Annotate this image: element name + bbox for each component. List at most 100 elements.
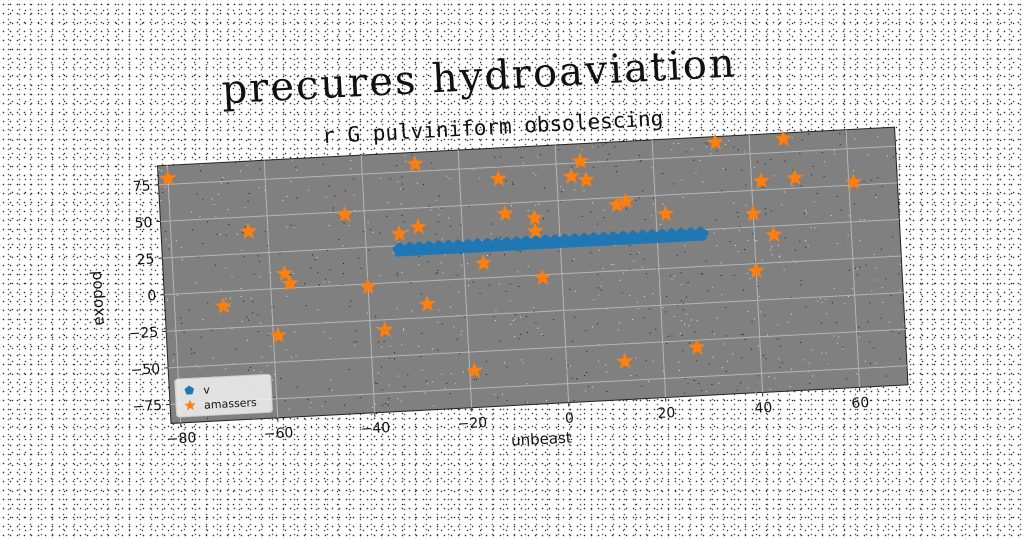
noise-dot bbox=[836, 322, 837, 323]
noise-dot bbox=[264, 190, 265, 191]
noise-dot bbox=[440, 262, 441, 263]
noise-dot bbox=[848, 296, 849, 297]
noise-dot bbox=[795, 250, 796, 251]
noise-dot bbox=[653, 361, 654, 362]
noise-dot bbox=[875, 363, 876, 364]
noise-dot bbox=[535, 205, 536, 206]
noise-dot bbox=[576, 378, 577, 379]
noise-dot bbox=[866, 264, 867, 265]
noise-dot bbox=[407, 230, 408, 231]
noise-dot bbox=[603, 209, 604, 210]
noise-dot bbox=[404, 386, 405, 387]
noise-dot bbox=[585, 330, 586, 331]
noise-dot bbox=[512, 182, 513, 183]
noise-dot bbox=[697, 320, 698, 321]
x-tick-label: 0 bbox=[565, 410, 575, 426]
noise-dot bbox=[717, 318, 718, 319]
noise-dot bbox=[211, 330, 212, 331]
noise-dot bbox=[837, 243, 838, 244]
noise-dot bbox=[510, 283, 511, 284]
y-tick-label: 25 bbox=[136, 251, 155, 268]
noise-dot bbox=[733, 202, 734, 203]
noise-dot bbox=[826, 313, 827, 314]
noise-dot bbox=[221, 183, 222, 184]
noise-dot bbox=[889, 322, 890, 323]
noise-dot bbox=[716, 219, 717, 220]
noise-dot bbox=[459, 353, 460, 354]
noise-dot bbox=[401, 204, 402, 205]
noise-dot bbox=[397, 181, 398, 182]
noise-dot bbox=[248, 320, 249, 321]
noise-dot bbox=[567, 365, 568, 366]
noise-dot bbox=[571, 377, 572, 378]
noise-dot bbox=[267, 334, 268, 335]
noise-dot bbox=[437, 270, 438, 271]
noise-dot bbox=[245, 226, 246, 227]
noise-dot bbox=[824, 161, 825, 162]
noise-dot bbox=[633, 260, 634, 261]
noise-dot bbox=[723, 168, 724, 169]
noise-dot bbox=[442, 324, 443, 325]
noise-dot bbox=[644, 317, 645, 318]
noise-dot bbox=[518, 286, 519, 287]
noise-dot bbox=[822, 302, 823, 303]
noise-dot bbox=[626, 208, 627, 209]
noise-dot bbox=[735, 245, 736, 246]
noise-dot bbox=[199, 216, 200, 217]
noise-dot bbox=[324, 332, 325, 333]
noise-dot bbox=[461, 265, 462, 266]
noise-dot bbox=[605, 364, 606, 365]
noise-dot bbox=[808, 134, 809, 135]
noise-dot bbox=[389, 385, 390, 386]
noise-dot bbox=[228, 209, 229, 210]
noise-dot bbox=[806, 213, 807, 214]
noise-dot bbox=[671, 279, 672, 280]
noise-dot bbox=[435, 273, 436, 274]
noise-dot bbox=[765, 164, 766, 165]
noise-dot bbox=[390, 346, 391, 347]
noise-dot bbox=[898, 273, 899, 274]
noise-dot bbox=[876, 197, 877, 198]
noise-dot bbox=[418, 264, 419, 265]
noise-dot bbox=[213, 376, 214, 377]
noise-dot bbox=[766, 358, 767, 359]
noise-dot bbox=[315, 259, 316, 260]
noise-dot bbox=[290, 274, 291, 275]
noise-dot bbox=[422, 370, 423, 371]
noise-dot bbox=[343, 245, 344, 246]
noise-dot bbox=[325, 279, 326, 280]
noise-dot bbox=[317, 257, 318, 258]
y-tick-label: −25 bbox=[128, 325, 158, 343]
noise-dot bbox=[712, 331, 713, 332]
noise-dot bbox=[814, 227, 815, 228]
noise-dot bbox=[821, 323, 822, 324]
noise-dot bbox=[706, 391, 707, 392]
noise-dot bbox=[450, 393, 451, 394]
noise-dot bbox=[201, 337, 202, 338]
noise-dot bbox=[816, 193, 817, 194]
noise-dot bbox=[515, 319, 516, 320]
noise-dot bbox=[201, 164, 202, 165]
noise-dot bbox=[520, 316, 521, 317]
noise-dot bbox=[358, 258, 359, 259]
noise-dot bbox=[845, 133, 846, 134]
noise-dot bbox=[199, 368, 200, 369]
noise-dot bbox=[292, 160, 293, 161]
noise-dot bbox=[382, 405, 383, 406]
noise-dot bbox=[812, 375, 813, 376]
noise-dot bbox=[737, 212, 738, 213]
noise-dot bbox=[809, 363, 810, 364]
noise-dot bbox=[824, 176, 825, 177]
noise-dot bbox=[800, 342, 801, 343]
noise-dot bbox=[637, 253, 638, 254]
noise-dot bbox=[507, 366, 508, 367]
noise-dot bbox=[537, 328, 538, 329]
noise-dot bbox=[728, 140, 729, 141]
noise-dot bbox=[716, 245, 717, 246]
noise-dot bbox=[225, 298, 226, 299]
noise-dot bbox=[896, 170, 897, 171]
noise-dot bbox=[232, 276, 233, 277]
noise-dot bbox=[791, 369, 792, 370]
noise-dot bbox=[188, 310, 189, 311]
noise-dot bbox=[586, 372, 587, 373]
